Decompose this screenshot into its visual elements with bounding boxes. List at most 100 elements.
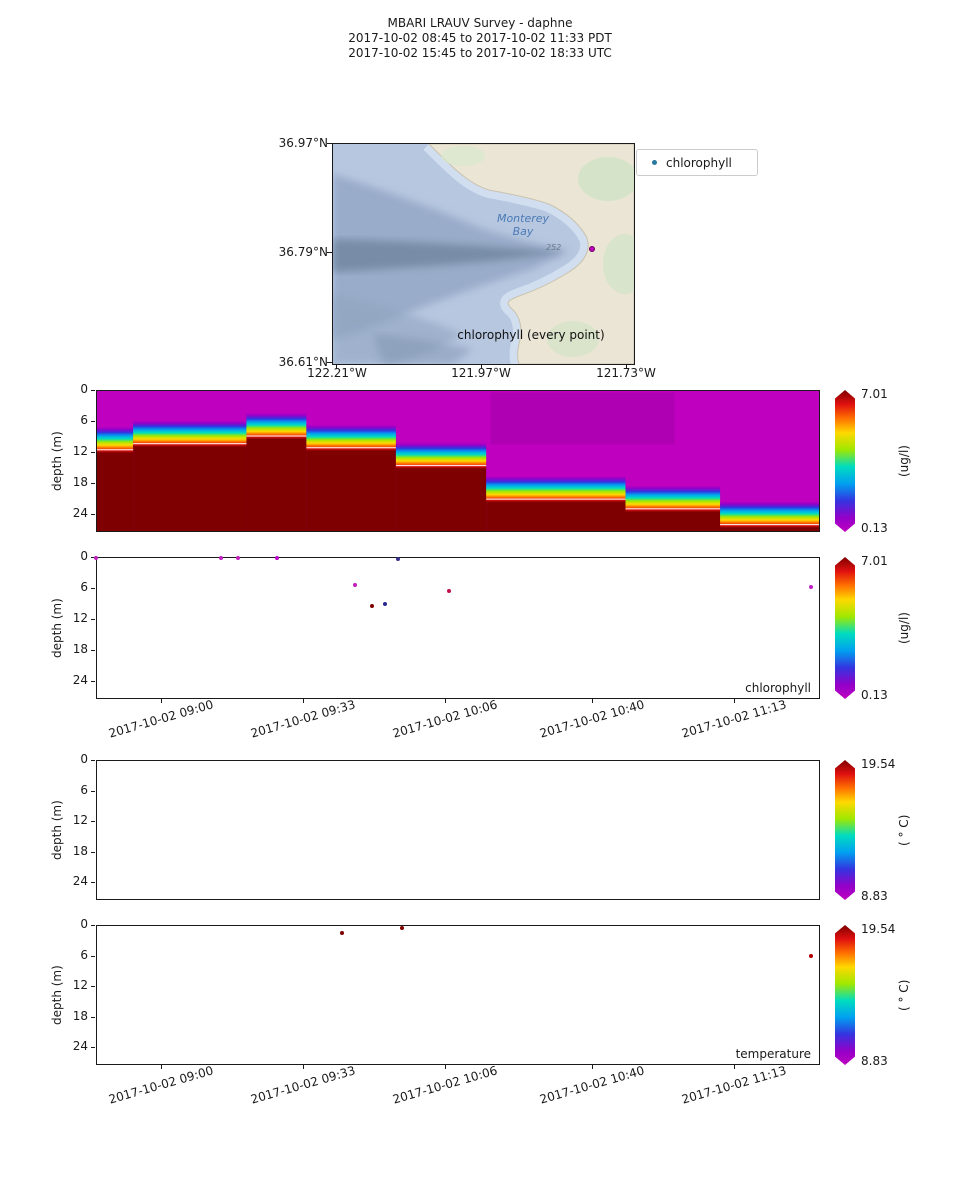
colorbar-max-label: 19.54 bbox=[861, 757, 896, 771]
heatmap-high-region bbox=[306, 443, 396, 531]
y-tick-label: 0 bbox=[80, 382, 88, 396]
y-tick-mark bbox=[91, 513, 95, 515]
y-tick-mark bbox=[91, 955, 95, 957]
scatter-point bbox=[369, 604, 374, 609]
heatmap-transition-band bbox=[97, 426, 134, 454]
date-range-utc: 2017-10-02 15:45 to 2017-10-02 18:33 UTC bbox=[348, 46, 612, 60]
colorbar-unit-label: (ug/l) bbox=[897, 612, 911, 644]
colorbar-temperature-empty bbox=[835, 760, 855, 900]
y-tick-label: 0 bbox=[80, 752, 88, 766]
colorbar-chlorophyll-contour bbox=[835, 390, 855, 532]
map-lat-tick-label: 36.79°N bbox=[278, 245, 328, 259]
x-tick-mark bbox=[445, 699, 447, 703]
heatmap-contour-line bbox=[486, 498, 626, 500]
map-tick-mark bbox=[481, 364, 482, 369]
y-tick-mark bbox=[91, 1016, 95, 1018]
heatmap-upper-patch bbox=[490, 392, 675, 445]
bay-label: Monterey Bay bbox=[481, 212, 565, 238]
colorbar-min-label: 0.13 bbox=[861, 521, 888, 535]
map-legend: chlorophyll bbox=[636, 149, 758, 176]
heatmap-transition-band bbox=[246, 412, 307, 440]
x-tick-mark bbox=[302, 1065, 304, 1069]
temperature-empty-panel bbox=[96, 760, 820, 900]
temperature-scatter-panel: temperature bbox=[96, 925, 820, 1065]
y-tick-label: 18 bbox=[72, 1008, 88, 1023]
map-tick-mark bbox=[327, 252, 332, 253]
panel-corner-label: temperature bbox=[735, 1047, 811, 1061]
colorbar-max-label: 7.01 bbox=[861, 387, 888, 401]
heatmap-contour-line bbox=[133, 443, 247, 445]
y-tick-label: 0 bbox=[80, 549, 88, 563]
x-tick-mark bbox=[160, 1065, 162, 1069]
y-tick-mark bbox=[91, 882, 95, 884]
map-vegetation bbox=[578, 157, 634, 201]
map-tick-mark bbox=[626, 364, 627, 369]
date-range-pdt: 2017-10-02 08:45 to 2017-10-02 11:33 PDT bbox=[348, 31, 612, 45]
map-lon-tick-label: 122.21°W bbox=[307, 366, 367, 380]
scatter-point bbox=[399, 926, 404, 931]
y-tick-label: 18 bbox=[72, 843, 88, 858]
y-tick-mark bbox=[91, 1047, 95, 1049]
heatmap-transition-band bbox=[133, 420, 247, 447]
y-tick-mark bbox=[91, 587, 95, 589]
heatmap-contour-line bbox=[395, 464, 487, 467]
y-tick-mark bbox=[91, 451, 95, 453]
x-tick-mark bbox=[591, 699, 593, 703]
bay-label-line2: Bay bbox=[512, 225, 534, 238]
map-lat-tick-label: 36.61°N bbox=[278, 355, 328, 369]
y-tick-label: 12 bbox=[72, 813, 88, 828]
colorbar-unit-label: ( ° C) bbox=[897, 814, 911, 846]
y-tick-label: 24 bbox=[72, 1039, 88, 1054]
heatmap-contour-line bbox=[246, 435, 307, 437]
x-tick-mark bbox=[160, 699, 162, 703]
y-tick-label: 12 bbox=[72, 443, 88, 458]
heatmap-contour-line bbox=[306, 447, 396, 449]
y-tick-mark bbox=[91, 851, 95, 853]
colorbar-min-label: 8.83 bbox=[861, 1054, 888, 1068]
y-tick-mark bbox=[91, 821, 95, 823]
scatter-point bbox=[395, 556, 400, 561]
map-svg bbox=[333, 144, 634, 364]
x-tick-mark bbox=[445, 1065, 447, 1069]
scatter-point bbox=[339, 930, 344, 935]
y-tick-mark bbox=[91, 760, 95, 761]
chlorophyll-heatmap-svg bbox=[97, 391, 819, 531]
y-tick-label: 24 bbox=[72, 672, 88, 687]
y-tick-label: 6 bbox=[80, 579, 88, 594]
depth-annotation: 252 bbox=[546, 243, 562, 252]
map-caption: chlorophyll (every point) bbox=[457, 328, 605, 342]
figure-title: MBARI LRAUV Survey - daphne bbox=[387, 16, 573, 30]
map-canyon bbox=[333, 239, 569, 272]
scatter-point bbox=[236, 556, 241, 561]
heatmap-high-region bbox=[246, 431, 307, 531]
bay-label-line1: Monterey bbox=[496, 212, 550, 225]
y-tick-mark bbox=[91, 649, 95, 651]
colorbar-unit-label: ( ° C) bbox=[897, 979, 911, 1011]
heatmap-contour-line bbox=[625, 508, 721, 510]
title-block: MBARI LRAUV Survey - daphne 2017-10-02 0… bbox=[0, 16, 960, 61]
colorbar-min-label: 0.13 bbox=[861, 688, 888, 702]
y-tick-label: 24 bbox=[72, 505, 88, 520]
heatmap-transition-band bbox=[720, 501, 819, 528]
map-land bbox=[428, 144, 634, 364]
y-tick-mark bbox=[91, 557, 95, 558]
heatmap-high-region bbox=[395, 461, 487, 531]
map-vegetation bbox=[603, 234, 634, 294]
scatter-point bbox=[352, 582, 357, 587]
y-tick-mark bbox=[91, 482, 95, 484]
chlorophyll-contour-panel bbox=[96, 390, 820, 532]
map-lon-tick-label: 121.73°W bbox=[596, 366, 656, 380]
y-tick-mark bbox=[91, 986, 95, 988]
x-tick-mark bbox=[733, 699, 735, 703]
heatmap-transition-band bbox=[306, 424, 396, 452]
x-tick-mark bbox=[302, 699, 304, 703]
colorbar-chlorophyll-scatter bbox=[835, 557, 855, 699]
y-tick-mark bbox=[91, 925, 95, 926]
map-lon-tick-label: 121.97°W bbox=[451, 366, 511, 380]
panel-corner-label: chlorophyll bbox=[745, 681, 811, 695]
scatter-point bbox=[275, 556, 279, 561]
scatter-point bbox=[382, 601, 387, 606]
chlorophyll-scatter-panel: chlorophyll bbox=[96, 557, 820, 699]
map-panel: Monterey Bay 252 chlorophyll (every poin… bbox=[332, 143, 635, 365]
